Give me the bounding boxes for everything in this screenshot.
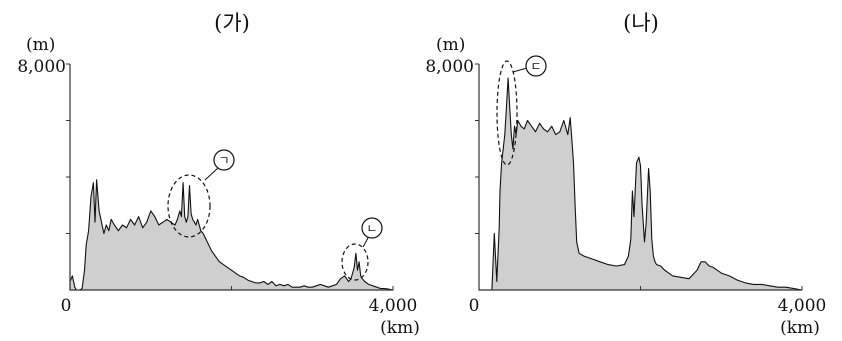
elevation-area — [69, 179, 394, 291]
annotation-marker-da — [525, 55, 547, 77]
panel-ga: (가) (m) 8,000 0 4,000 (km) ㄱ ㄴ — [17, 11, 420, 338]
x-tick-label-max: 4,000 — [778, 296, 827, 316]
annotation-label-na: ㄴ — [366, 222, 377, 236]
panel-na: (나) (m) 8,000 0 4,000 (km) ㄷ — [425, 11, 826, 338]
elevation-area — [478, 77, 803, 291]
annotation-marker-ga — [213, 149, 235, 171]
annotation-label-da: ㄷ — [530, 60, 541, 74]
annotation-leader-ga — [204, 167, 219, 181]
y-tick-label-max: 8,000 — [17, 57, 66, 77]
axis-ticks — [66, 63, 394, 290]
annotation-leader-da — [512, 67, 528, 73]
x-tick-label-min: 0 — [469, 296, 480, 316]
chart-title: (나) — [623, 11, 659, 35]
x-unit-label: (km) — [380, 318, 420, 338]
y-unit-label: (m) — [26, 35, 55, 55]
chart-title: (가) — [214, 11, 250, 35]
annotation-ellipse-ga — [167, 174, 211, 238]
x-unit-label: (km) — [780, 318, 820, 338]
axis-ticks — [475, 63, 803, 290]
annotation-ellipse-da — [496, 60, 518, 166]
x-tick-label-min: 0 — [61, 296, 72, 316]
annotation-leader-na — [362, 237, 369, 248]
annotation-ellipse-na — [341, 243, 369, 281]
axes — [69, 64, 393, 291]
y-unit-label: (m) — [436, 35, 465, 55]
x-tick-label-max: 4,000 — [369, 296, 418, 316]
annotation-marker-na — [361, 217, 383, 239]
y-tick-label-max: 8,000 — [425, 57, 474, 77]
annotation-label-ga: ㄱ — [218, 154, 229, 168]
axes — [478, 64, 802, 291]
